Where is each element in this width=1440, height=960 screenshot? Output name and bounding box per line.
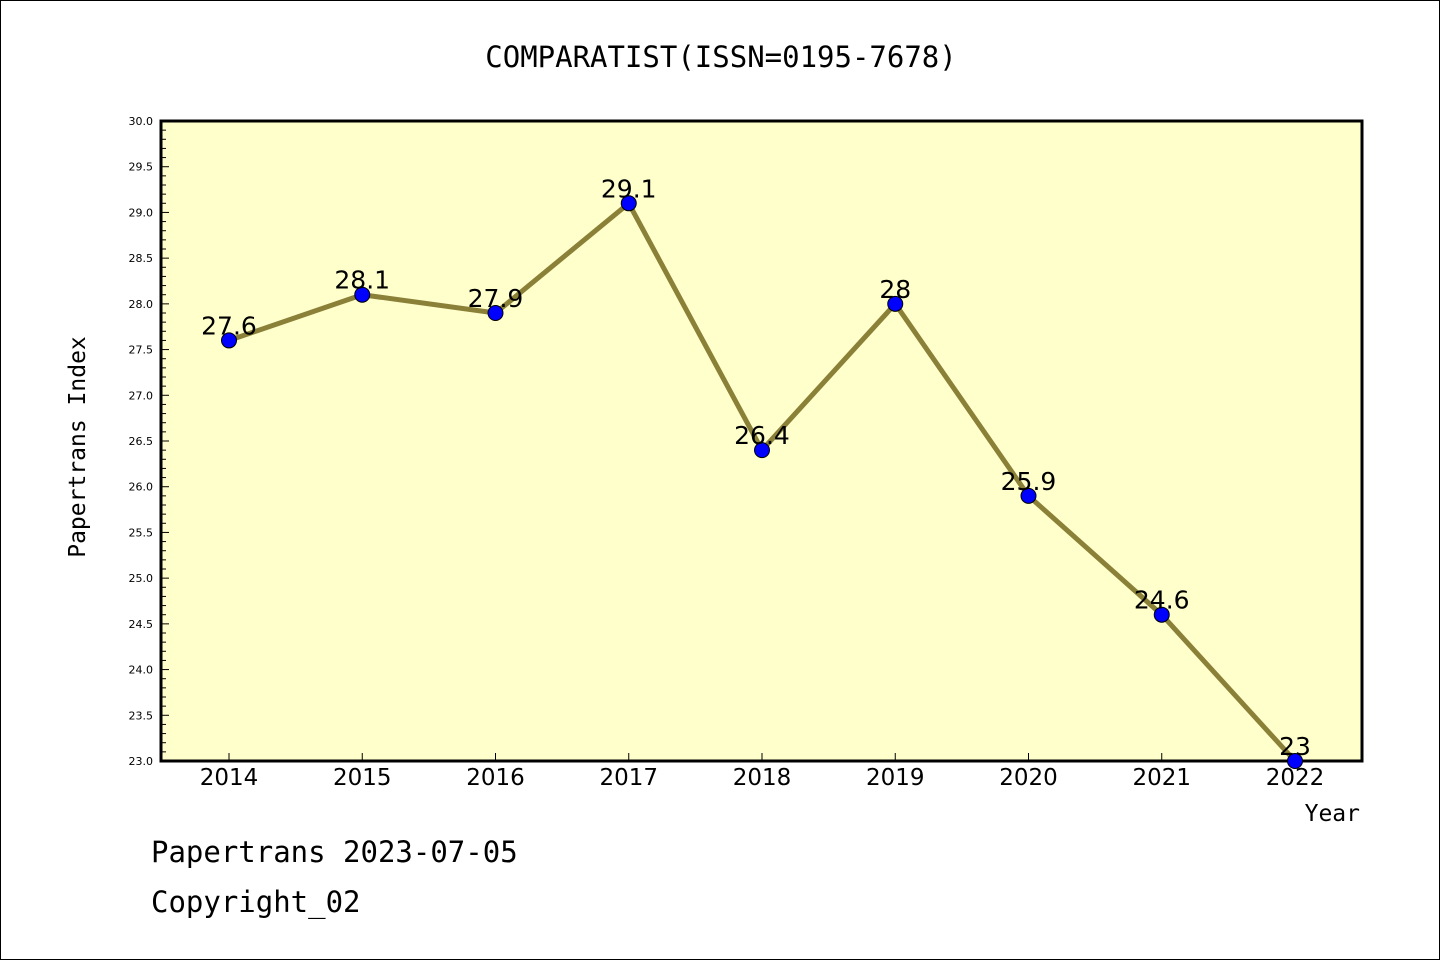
- y-tick-label: 29.5: [129, 161, 154, 174]
- data-label: 28: [879, 275, 911, 304]
- data-label: 28.1: [334, 266, 390, 295]
- data-label: 25.9: [1001, 467, 1057, 496]
- x-tick-label: 2020: [999, 765, 1058, 791]
- data-point: [354, 286, 371, 303]
- x-tick-label: 2018: [733, 765, 792, 791]
- x-tick-label: 2021: [1132, 765, 1191, 791]
- y-tick-label: 25.0: [129, 572, 154, 585]
- y-axis: 23.0 23.5 24.0 24.5 25.0 25.5 26.0 26.5 27.0 27.5…: [129, 115, 169, 768]
- x-tick-label: 2017: [599, 765, 658, 791]
- plot-area: [159, 119, 1364, 763]
- data-point: [1153, 606, 1170, 623]
- y-tick-label: 28.0: [129, 298, 154, 311]
- data-label: 27.9: [468, 284, 524, 313]
- y-axis-title: Papertrans Index: [65, 336, 91, 558]
- data-point: [754, 442, 770, 459]
- x-tick-label: 2014: [200, 765, 259, 791]
- data-label: 26.4: [734, 421, 790, 450]
- footer-date: Papertrans 2023-07-05: [151, 835, 518, 869]
- data-label: 23: [1279, 732, 1311, 761]
- x-axis: 2014 2015 2016 2017 2018 2019 2020 2021 2022: [200, 753, 1325, 791]
- y-tick-label: 27.0: [129, 389, 154, 402]
- y-tick-label: 30.0: [129, 115, 154, 128]
- data-point: [1287, 753, 1303, 769]
- y-tick-label: 24.0: [129, 664, 154, 677]
- x-tick-label: 2019: [866, 765, 925, 791]
- data-point: [887, 295, 904, 312]
- y-tick-label: 23.5: [129, 709, 154, 722]
- y-tick-label: 29.0: [129, 206, 154, 219]
- y-tick-label: 25.5: [129, 526, 154, 539]
- y-tick-label: 28.5: [129, 252, 154, 265]
- chart-title: COMPARATIST(ISSN=0195-7678): [485, 40, 956, 74]
- x-axis-title: Year: [1305, 801, 1360, 827]
- y-tick-label: 26.0: [129, 481, 154, 494]
- footer-copyright: Copyright_02: [151, 885, 361, 919]
- data-point: [487, 305, 504, 321]
- data-point: [620, 195, 637, 212]
- data-label: 27.6: [201, 311, 257, 340]
- x-tick-label: 2015: [333, 765, 392, 791]
- y-tick-label: 26.5: [129, 435, 154, 448]
- data-label: 29.1: [601, 174, 657, 203]
- data-point: [221, 332, 237, 349]
- x-tick-label: 2022: [1266, 765, 1325, 791]
- y-tick-label: 27.5: [129, 344, 154, 357]
- data-label: 24.6: [1134, 586, 1190, 615]
- y-tick-label: 23.0: [129, 755, 154, 768]
- y-tick-label: 24.5: [129, 618, 154, 631]
- data-point: [1020, 487, 1037, 504]
- x-tick-label: 2016: [466, 765, 525, 791]
- series: 27.6 28.1 27.9 29.1 26.4 28 25.9 24.6 23: [201, 174, 1311, 769]
